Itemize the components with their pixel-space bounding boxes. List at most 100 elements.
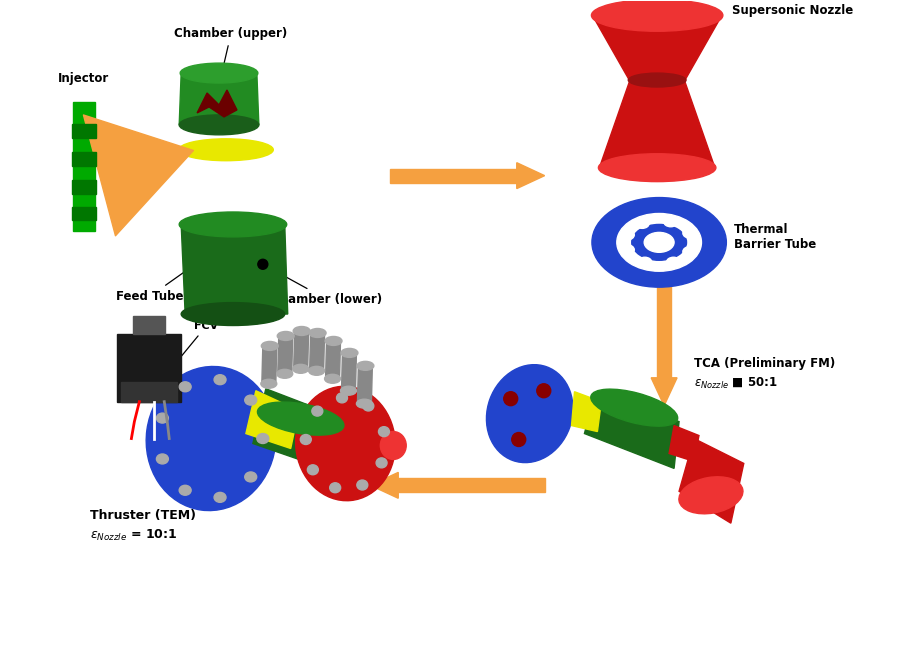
Polygon shape [181,224,288,314]
Polygon shape [572,392,602,432]
Ellipse shape [308,465,319,475]
Ellipse shape [357,480,368,490]
Polygon shape [325,341,341,379]
Ellipse shape [512,432,526,447]
Bar [117,334,181,402]
Polygon shape [262,346,277,384]
Polygon shape [278,336,293,374]
Ellipse shape [376,458,387,468]
Ellipse shape [635,218,649,228]
Ellipse shape [245,472,256,482]
Ellipse shape [245,395,256,405]
Text: Feed Tube: Feed Tube [116,271,186,303]
Ellipse shape [309,328,326,337]
Ellipse shape [214,375,226,385]
Circle shape [257,259,267,269]
Ellipse shape [181,303,285,326]
Polygon shape [245,390,299,449]
Ellipse shape [380,432,406,460]
Ellipse shape [664,216,678,227]
Ellipse shape [620,245,634,255]
Ellipse shape [638,257,652,267]
Text: Injector: Injector [58,72,109,85]
Ellipse shape [592,0,723,31]
Ellipse shape [537,384,551,398]
Ellipse shape [180,382,191,392]
Polygon shape [180,73,259,125]
Bar [390,169,517,182]
Polygon shape [294,331,309,369]
Ellipse shape [644,232,674,252]
Polygon shape [370,472,398,498]
Ellipse shape [257,402,344,435]
Ellipse shape [363,401,374,411]
Text: TCA (Preliminary FM): TCA (Preliminary FM) [694,357,835,370]
Ellipse shape [293,326,311,336]
Ellipse shape [667,257,681,267]
Bar [71,152,95,165]
Polygon shape [651,378,677,405]
Text: $\varepsilon_{Nozzle}$ = 10:1: $\varepsilon_{Nozzle}$ = 10:1 [90,528,177,543]
Ellipse shape [632,224,686,260]
Ellipse shape [180,485,191,495]
Ellipse shape [679,477,743,514]
Ellipse shape [682,247,697,256]
Ellipse shape [592,198,726,287]
Polygon shape [342,353,356,390]
Ellipse shape [300,434,311,445]
Text: Supersonic Nozzle: Supersonic Nozzle [732,4,853,17]
Polygon shape [669,426,699,462]
Bar [71,124,95,138]
Ellipse shape [356,399,373,408]
Ellipse shape [378,426,389,437]
Text: FCV: FCV [181,321,218,356]
Ellipse shape [157,413,169,423]
Ellipse shape [682,228,697,238]
Ellipse shape [180,212,287,237]
Bar [71,207,95,220]
Polygon shape [584,394,679,468]
Ellipse shape [296,387,396,501]
Polygon shape [253,388,339,470]
Ellipse shape [180,115,259,135]
Ellipse shape [616,213,702,271]
Ellipse shape [341,387,356,395]
Ellipse shape [620,230,634,240]
Polygon shape [310,333,324,371]
Bar [71,180,95,194]
Ellipse shape [628,73,686,87]
Polygon shape [593,15,722,80]
Ellipse shape [214,492,226,502]
Ellipse shape [324,374,341,383]
Ellipse shape [179,139,273,161]
Polygon shape [599,82,714,167]
Ellipse shape [180,63,257,83]
Ellipse shape [309,366,324,375]
Ellipse shape [277,370,293,378]
Text: Chamber (lower): Chamber (lower) [266,266,382,305]
Bar [72,102,94,232]
Bar [398,478,545,492]
Text: Chamber (upper): Chamber (upper) [174,27,288,82]
Polygon shape [197,90,237,117]
Polygon shape [357,366,373,404]
Bar [134,316,165,334]
Ellipse shape [341,349,358,357]
Bar [657,284,671,378]
Bar [122,382,177,402]
Text: Thruster (TEM): Thruster (TEM) [90,509,196,522]
Ellipse shape [311,406,322,416]
Ellipse shape [157,454,169,464]
Ellipse shape [330,483,341,492]
Ellipse shape [336,393,347,403]
Ellipse shape [256,434,268,443]
Ellipse shape [504,392,518,405]
Text: Thermal
Barrier Tube: Thermal Barrier Tube [734,224,816,251]
Ellipse shape [591,389,678,426]
Ellipse shape [261,341,278,351]
Ellipse shape [261,379,277,388]
Ellipse shape [357,362,374,370]
Ellipse shape [293,364,309,373]
Polygon shape [679,439,744,523]
Ellipse shape [278,332,294,341]
